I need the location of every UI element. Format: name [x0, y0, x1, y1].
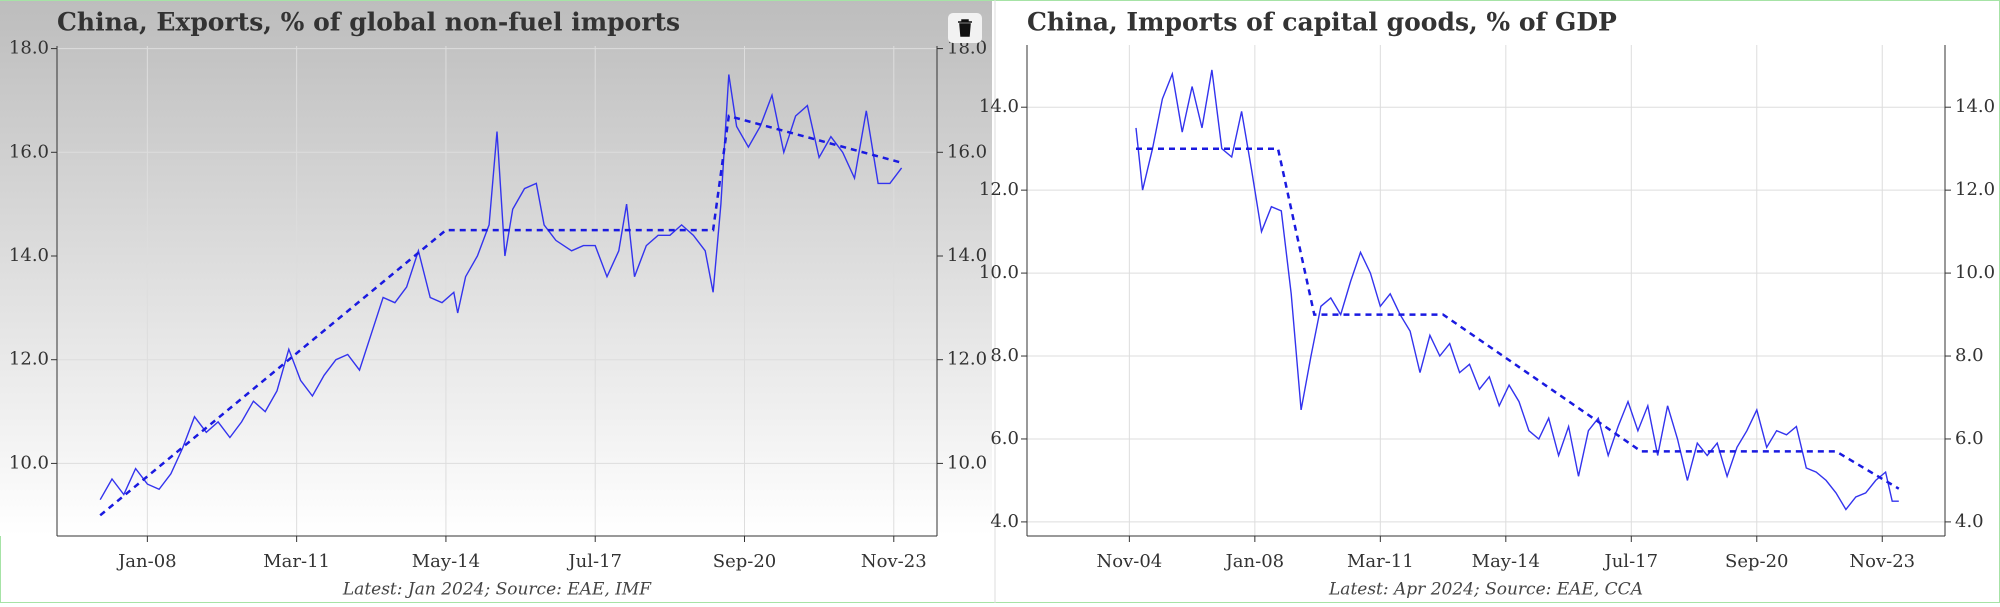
y-tick-label: 12.0: [979, 179, 1019, 200]
delete-button[interactable]: [948, 13, 982, 43]
y2-tick-label: 14.0: [947, 245, 987, 266]
chart-title: China, Imports of capital goods, % of GD…: [1027, 8, 1617, 37]
y-tick-label: 12.0: [9, 349, 49, 370]
chart-title: China, Exports, % of global non-fuel imp…: [57, 8, 680, 37]
x-tick-label: Mar-11: [1347, 551, 1414, 572]
y2-tick-label: 16.0: [947, 141, 987, 162]
y2-tick-label: 12.0: [947, 349, 987, 370]
y-tick-label: 4.0: [990, 511, 1019, 532]
panel: China, Imports of capital goods, % of GD…: [979, 8, 1995, 600]
trend-line: [99, 114, 902, 517]
footnote: Latest: Apr 2024; Source: EAE, CCA: [1328, 580, 1643, 600]
footnote: Latest: Jan 2024; Source: EAE, IMF: [342, 580, 652, 600]
y2-tick-label: 8.0: [1955, 345, 1984, 366]
y2-tick-label: 4.0: [1955, 511, 1984, 532]
y-tick-label: 10.0: [9, 452, 49, 473]
y2-tick-label: 6.0: [1955, 428, 1984, 449]
data-line: [1135, 69, 1899, 511]
x-tick-label: Nov-23: [1849, 551, 1915, 572]
y2-tick-label: 10.0: [1955, 262, 1995, 283]
data-line: [99, 74, 903, 501]
panel: China, Exports, % of global non-fuel imp…: [0, 1, 992, 600]
y2-tick-label: 10.0: [947, 452, 987, 473]
x-tick-label: Jan-08: [1224, 551, 1285, 572]
y-tick-label: 14.0: [979, 96, 1019, 117]
y-tick-label: 8.0: [990, 345, 1019, 366]
y2-tick-label: 14.0: [1955, 96, 1995, 117]
trend-line: [1136, 147, 1900, 490]
y-tick-label: 6.0: [990, 428, 1019, 449]
x-tick-label: Jan-08: [116, 551, 177, 572]
x-tick-label: Nov-04: [1096, 551, 1162, 572]
x-tick-label: Nov-23: [861, 551, 927, 572]
y-tick-label: 16.0: [9, 141, 49, 162]
x-tick-label: May-14: [1472, 551, 1540, 572]
trash-icon[interactable]: [958, 19, 972, 37]
x-tick-label: May-14: [412, 551, 480, 572]
x-tick-label: Jul-17: [566, 551, 622, 572]
panel-bg: [0, 1, 992, 536]
x-tick-label: Sep-20: [1725, 551, 1789, 572]
y-tick-label: 18.0: [9, 38, 49, 59]
x-tick-label: Sep-20: [713, 551, 777, 572]
y-tick-label: 10.0: [979, 262, 1019, 283]
x-tick-label: Jul-17: [1603, 551, 1659, 572]
y-tick-label: 14.0: [9, 245, 49, 266]
x-tick-label: Mar-11: [263, 551, 330, 572]
y2-tick-label: 12.0: [1955, 179, 1995, 200]
